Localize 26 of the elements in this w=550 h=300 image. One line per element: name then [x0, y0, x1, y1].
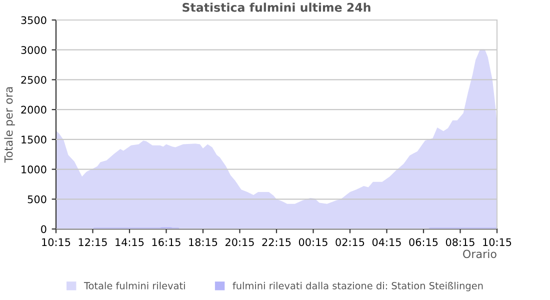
legend-label: Totale fulmini rilevati	[84, 282, 185, 290]
legend-label: fulmini rilevati dalla stazione di: Station Steißlingen	[232, 282, 483, 292]
x-tick-label: 16:15	[152, 238, 180, 246]
y-tick-label: 2500	[21, 76, 46, 84]
x-tick-label: 14:15	[116, 238, 144, 246]
y-tick-label: 3000	[21, 46, 46, 54]
y-axis-title: Totale per ora	[4, 87, 15, 163]
x-tick-label: 04:15	[372, 238, 401, 246]
y-tick-label: 3500	[21, 16, 46, 24]
y-tick-label: 0	[41, 225, 46, 234]
x-tick-label: 22:15	[262, 238, 291, 246]
x-tick-label: 06:15	[409, 238, 438, 246]
x-tick-label: 02:15	[336, 238, 364, 246]
x-tick-label: 10:15	[42, 238, 70, 246]
chart-title: Statistica fulmini ultime 24h	[182, 2, 370, 12]
x-tick-label: 00:15	[298, 238, 328, 246]
y-tick-label: 500	[28, 195, 46, 204]
y-tick-label: 2000	[21, 106, 46, 114]
x-tick-label: 10:15	[483, 238, 512, 246]
y-tick-label: 1000	[22, 166, 46, 174]
y-tick-label: 1500	[22, 136, 46, 144]
x-axis-title: Orario	[463, 250, 496, 258]
x-tick-label: 20:15	[226, 238, 254, 246]
x-tick-label: 12:15	[78, 238, 107, 246]
x-tick-label: 08:15	[446, 238, 474, 246]
x-tick-label: 18:15	[189, 238, 218, 246]
